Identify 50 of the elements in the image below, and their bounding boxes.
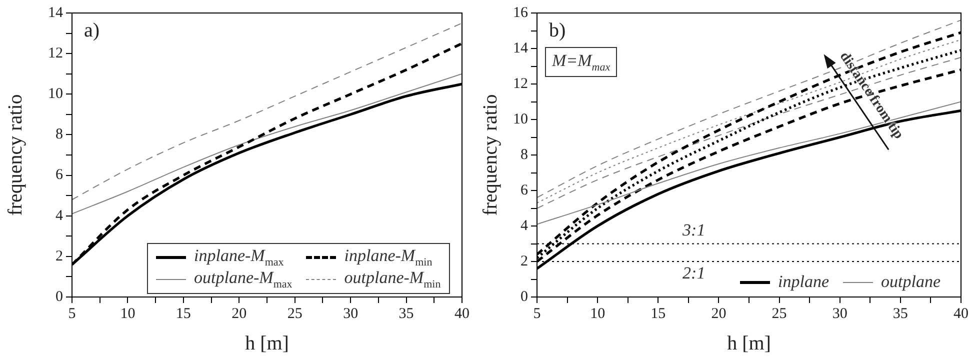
y-tick-label: 14 bbox=[48, 4, 64, 21]
y-tick-label: 6 bbox=[56, 167, 64, 184]
y-tick-label: 16 bbox=[513, 4, 528, 21]
legend-label: inplane-M$_{min}$ bbox=[344, 246, 432, 268]
y-tick-label: 2 bbox=[520, 253, 528, 270]
x-tick-label: 15 bbox=[176, 306, 191, 322]
y-axis-title: frequency ratio bbox=[479, 94, 502, 216]
x-tick-label: 15 bbox=[650, 306, 666, 322]
y-tick-label: 4 bbox=[520, 218, 528, 234]
y-tick-label: 2 bbox=[56, 248, 63, 264]
line-series bbox=[72, 73, 462, 214]
y-tick-label: 4 bbox=[56, 208, 64, 224]
x-tick-label: 35 bbox=[892, 306, 908, 322]
y-tick-label: 6 bbox=[520, 182, 528, 198]
y-tick-label: 8 bbox=[520, 146, 528, 163]
legend-label: inplane bbox=[778, 272, 829, 292]
legend-label: outplane bbox=[881, 272, 940, 292]
y-tick-label: 10 bbox=[513, 111, 528, 128]
chart-title: b) bbox=[549, 19, 566, 42]
y-tick-label: 10 bbox=[48, 86, 63, 102]
x-tick-label: 30 bbox=[832, 306, 848, 322]
line-series bbox=[72, 22, 462, 200]
x-tick-label: 5 bbox=[533, 306, 541, 322]
y-tick-label: 0 bbox=[520, 288, 528, 305]
chart-title: a) bbox=[84, 19, 100, 42]
ref-line-label: 2:1 bbox=[682, 263, 706, 282]
x-axis-title: h [m] bbox=[727, 332, 771, 354]
x-axis-title: h [m] bbox=[245, 332, 289, 354]
y-tick-label: 8 bbox=[56, 126, 63, 143]
x-tick-label: 25 bbox=[287, 306, 302, 322]
x-tick-label: 5 bbox=[68, 306, 76, 322]
legend-label: outplane-M$_{min}$ bbox=[344, 268, 441, 291]
x-tick-label: 25 bbox=[772, 306, 787, 322]
ref-line-label: 3:1 bbox=[682, 220, 706, 240]
x-tick-label: 20 bbox=[711, 306, 726, 322]
x-tick-label: 30 bbox=[343, 306, 358, 322]
x-tick-label: 40 bbox=[454, 306, 470, 322]
y-tick-label: 12 bbox=[48, 46, 63, 62]
x-tick-label: 35 bbox=[398, 306, 414, 322]
y-axis-title: frequency ratio bbox=[4, 94, 26, 216]
x-tick-label: 10 bbox=[590, 306, 606, 322]
x-tick-label: 10 bbox=[120, 306, 136, 322]
y-tick-label: 14 bbox=[513, 40, 528, 56]
legend-label: inplane-M$_{max}$ bbox=[194, 246, 284, 268]
legend-label: outplane-M$_{max}$ bbox=[194, 268, 292, 291]
y-tick-label: 0 bbox=[56, 288, 63, 305]
x-tick-label: 40 bbox=[954, 306, 968, 322]
y-tick-label: 12 bbox=[513, 76, 528, 92]
annotation: M=M$_{max}$ bbox=[545, 47, 618, 78]
x-tick-label: 20 bbox=[232, 306, 247, 322]
